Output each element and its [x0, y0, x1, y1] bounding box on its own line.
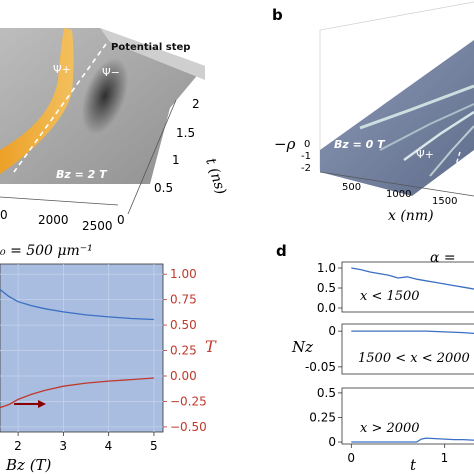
panel-c-x-tick-label: 3 — [59, 439, 67, 453]
panel-c-arrow-head — [38, 400, 46, 408]
panel-a-t-tick-3: 1.5 — [176, 126, 195, 140]
panel-d-y-tick-label: 0 — [328, 324, 336, 338]
panel-c-x-ticks: 2 3 4 5 — [14, 432, 158, 453]
panel-a-psi-minus-packet — [81, 57, 129, 135]
panel-c-lines — [0, 288, 154, 409]
panel-d-y-tick-label: 0.5 — [317, 386, 336, 400]
panel-d-y-axis-label: Nz — [291, 338, 313, 356]
panel-b-streak-3 — [403, 110, 474, 162]
panel-d-subplots: 1.0 0.5 0.0 x < 1500 0 -0.05 1500 < x < 2000 0.… — [305, 261, 474, 465]
panel-c-right-tick-label: 1.00 — [170, 267, 197, 281]
panel-d-series-line-1 — [351, 330, 474, 335]
panel-a-t-tick-4: 2 — [192, 97, 200, 111]
panel-a-x-tick-0: 0 — [0, 208, 8, 222]
panel-b-x-tick-0: 500 — [342, 182, 361, 193]
panel-a-t-axis-label: t (ns) — [202, 156, 229, 196]
panel-c-plot-area — [0, 263, 164, 433]
panel-b-surface — [320, 40, 474, 196]
panel-a-psi-plus-label: Ψ+ — [53, 63, 71, 76]
panel-a-field-label: Bz = 2 T — [56, 168, 108, 181]
panel-d-subplot-label: x < 1500 — [360, 289, 420, 304]
panel-a-back-wall — [100, 28, 205, 80]
panel-b-field-label: Bz = 0 T — [334, 138, 386, 151]
panel-d-series-line-0 — [351, 267, 474, 290]
panel-b-rho-tick-1: -1 — [301, 151, 311, 162]
panel-b-dashed-line — [445, 151, 461, 197]
panel-d-y-tick-label: -0.05 — [305, 360, 336, 374]
panel-a: Potential step Ψ+ Ψ− Bz = 2 T 0 2000 250… — [0, 28, 229, 233]
panel-d-subplot-frame — [341, 323, 474, 375]
panel-b-box-frame — [319, 1, 474, 108]
panel-c-x-tick-label: 4 — [105, 439, 113, 453]
panel-b-rho-tick-2: -2 — [301, 163, 311, 174]
panel-d-x-tick-label: 1 — [441, 451, 449, 465]
panel-a-t-tick-0: 0 — [117, 213, 125, 227]
panel-a-x-tick-1: 2000 — [38, 213, 69, 227]
panel-c-right-tick-label: −0.25 — [170, 394, 207, 408]
panel-d-y-tick-label: 0 — [328, 435, 336, 449]
panel-c-x-axis-label: Bz (T) — [5, 456, 52, 474]
panel-b-label: b — [272, 6, 283, 24]
panel-d-y-tick-label: 0.0 — [317, 301, 336, 315]
panel-a-t-tick-1: 0.5 — [154, 181, 173, 195]
panel-d-subplot-label: 1500 < x < 2000 — [358, 351, 470, 366]
panel-d-series-line-2 — [351, 437, 474, 443]
panel-b-x-axis-label: x (nm) — [388, 208, 434, 224]
panel-a-potential-step-label: Potential step — [111, 42, 190, 53]
panel-c-gridlines — [0, 264, 163, 432]
panel-c-title: ₀ = 500 μm⁻¹ — [0, 243, 93, 259]
panel-b-x-tick-1: 1000 — [386, 189, 411, 200]
panel-a-x-tick-2: 2500 — [82, 219, 113, 233]
panel-d-y-tick-label: 0.5 — [317, 281, 336, 295]
panel-d-y-tick-label: 0.25 — [309, 410, 336, 424]
panel-b-rho-label: −ρ — [274, 135, 296, 153]
panel-d-subplot-frame — [341, 387, 474, 445]
panel-a-t-tick-2: 1 — [172, 153, 180, 167]
panel-d-title: α = — [430, 250, 456, 266]
panel-d-subplot-frame — [341, 261, 474, 313]
panel-d-x-tick-label: 0 — [347, 451, 355, 465]
panel-c-series-line-1 — [0, 377, 154, 409]
panel-a-x-axis — [0, 196, 119, 206]
panel-b-b-partial-label: B — [462, 160, 470, 173]
panel-c-right-tick-label: 0.75 — [170, 293, 197, 307]
panel-a-t-axis — [127, 99, 177, 215]
panel-c-right-ticks: 1.00 0.75 0.50 0.25 0.00 −0.25 −0.50 — [163, 267, 207, 434]
panel-d: d α = Nz 1.0 0.5 0.0 x < 1500 0 -0.05 1500 < x… — [276, 242, 474, 474]
panel-b-rho-tick-0: 0 — [304, 139, 310, 150]
panel-d-x-axis-label: t — [410, 456, 417, 474]
panel-b-x-tick-2: 1500 — [432, 196, 457, 207]
panel-c-right-tick-label: 0.25 — [170, 344, 197, 358]
panel-c-right-tick-label: 0.50 — [170, 318, 197, 332]
panel-c-x-tick-label: 2 — [14, 439, 22, 453]
panel-b-streak-1 — [359, 84, 474, 130]
panel-a-psi-minus-label: Ψ− — [102, 66, 120, 79]
panel-d-subplot-label: x > 2000 — [360, 421, 420, 436]
panel-c: ₀ = 500 μm⁻¹ 2 3 4 5 1.00 0.75 0.50 0.25 0.00 −0… — [0, 243, 217, 474]
panel-b-psi-plus-label: Ψ+ — [416, 148, 434, 161]
panel-a-psi-plus-streak — [0, 28, 74, 174]
panel-b: b Bz = 0 T Ψ+ B −ρ 0 -1 -2 500 1000 1500… — [272, 1, 474, 224]
panel-c-right-tick-label: −0.50 — [170, 420, 207, 434]
panel-c-x-tick-label: 5 — [150, 439, 158, 453]
panel-c-right-axis-label: T — [205, 337, 217, 356]
panel-b-streak-4 — [429, 125, 474, 177]
panel-c-series-line-0 — [0, 288, 154, 321]
panel-b-streak-2 — [379, 103, 474, 151]
panel-c-right-tick-label: 0.00 — [170, 369, 197, 383]
panel-d-label: d — [276, 242, 287, 260]
panel-b-x-axis — [319, 171, 474, 197]
panel-d-y-tick-label: 1.0 — [317, 261, 336, 275]
